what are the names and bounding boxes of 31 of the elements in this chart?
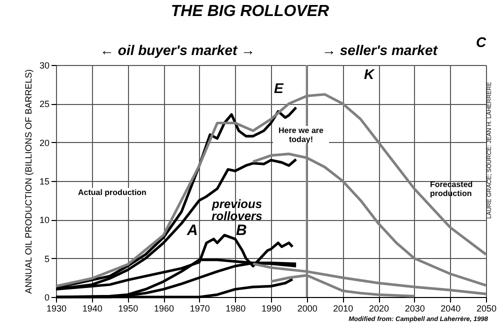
annotation: B	[236, 222, 247, 239]
x-tick-label: 1980	[226, 304, 246, 314]
annotation: A	[187, 222, 198, 239]
x-tick-label: 1970	[190, 304, 210, 314]
annotation: E	[274, 80, 284, 96]
x-tick-label: 2040	[440, 304, 461, 314]
x-tick-label: 1930	[46, 304, 67, 314]
y-tick-label: 0	[44, 292, 50, 302]
annotation: K	[364, 66, 374, 82]
x-tick-label: 2020	[368, 304, 390, 314]
x-tick-label: 2050	[476, 304, 497, 314]
text: → seller's market	[322, 42, 438, 58]
y-tick-label: 25	[39, 99, 50, 110]
y-tick-label: 10	[39, 215, 50, 226]
x-tick-label: 2030	[404, 304, 425, 314]
y-tick-label: 15	[39, 176, 50, 186]
y-tick-label: 30	[39, 60, 50, 70]
x-tick-label: 1990	[261, 304, 282, 314]
text: ← oil buyer's market →	[100, 42, 256, 58]
x-tick-label: 1940	[82, 304, 102, 314]
y-axis-title: ANNUAL OIL PRODUCTION (BILLIONS OF BARRELS)	[23, 69, 34, 294]
annotation: Actual production	[78, 188, 146, 197]
y-tick-label: 5	[44, 254, 50, 264]
annotation: Here we are today!	[273, 126, 329, 144]
text: C	[476, 34, 486, 50]
x-tick-label: 1950	[118, 304, 138, 314]
x-tick-label: 2000	[297, 304, 318, 314]
x-tick-label: 2010	[333, 304, 354, 314]
x-tick-label: 1960	[154, 304, 174, 314]
chart-title: THE BIG ROLLOVER	[170, 3, 330, 21]
y-tick-label: 20	[39, 138, 50, 148]
